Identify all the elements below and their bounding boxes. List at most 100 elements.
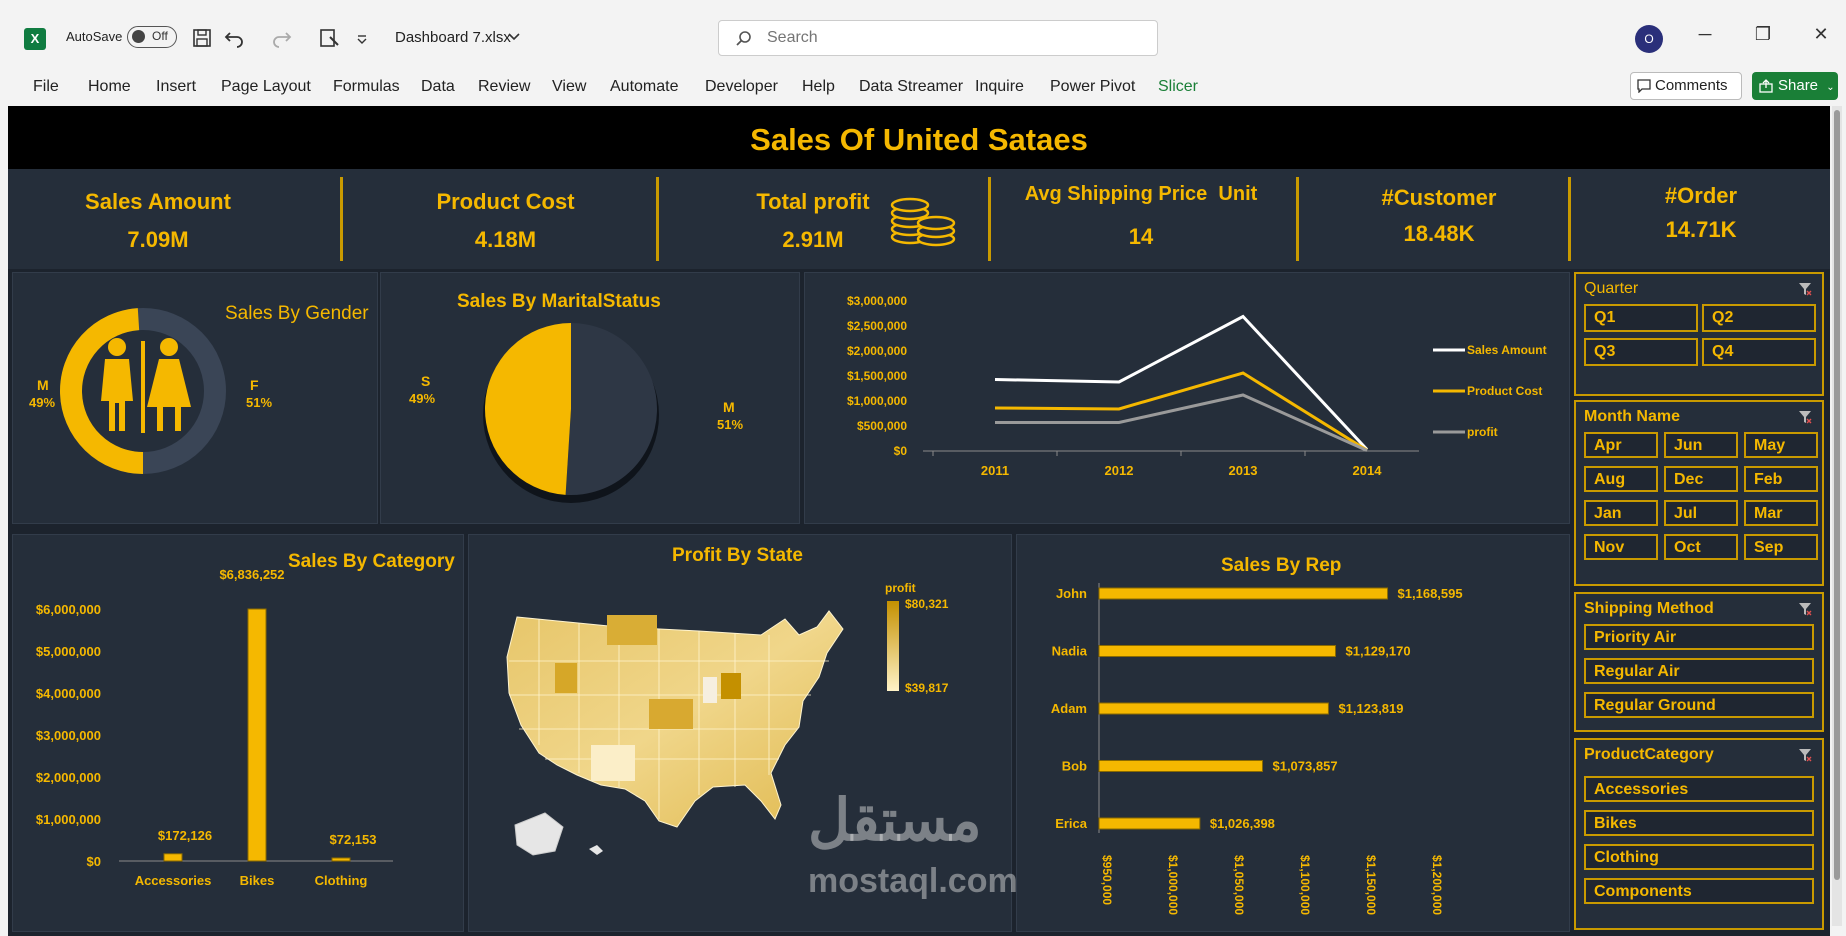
state-highlight: [607, 615, 657, 645]
slicer-item-regular-air[interactable]: Regular Air: [1584, 658, 1814, 684]
category-bar-chart: $6,000,000 $5,000,000 $4,000,000 $3,000,000…: [36, 567, 393, 888]
ribbon-tabs: File Home Insert Page Layout Formulas Data Rev…: [0, 70, 1846, 106]
clear-filter-icon[interactable]: [1798, 410, 1812, 424]
save-icon[interactable]: [192, 28, 212, 48]
clear-filter-icon[interactable]: [1798, 748, 1812, 762]
search-box[interactable]: [718, 20, 1158, 56]
ribbon-tab-developer[interactable]: Developer: [705, 78, 778, 95]
slicer-item-jun[interactable]: Jun: [1664, 432, 1738, 458]
clear-filter-icon[interactable]: [1798, 602, 1812, 616]
kpi-label: #Customer: [1381, 185, 1497, 210]
restore-button[interactable]: ❐: [1754, 24, 1772, 44]
data-label: $72,153: [330, 832, 377, 847]
clear-filter-icon[interactable]: [1798, 282, 1812, 296]
format-painter-icon[interactable]: [318, 27, 340, 49]
ribbon-tab-data-streamer[interactable]: Data Streamer: [859, 78, 964, 95]
slicer-item-apr[interactable]: Apr: [1584, 432, 1658, 458]
shipping-slicer[interactable]: Shipping Method Priority Air Regular Air R…: [1574, 592, 1824, 732]
ribbon-tab-insert[interactable]: Insert: [156, 78, 197, 95]
quarter-slicer[interactable]: Quarter Q1 Q2 Q3 Q4: [1574, 272, 1824, 396]
file-name[interactable]: Dashboard 7.xlsx: [395, 29, 511, 46]
state-grid-lines: [509, 619, 829, 819]
y-tick-label: $3,000,000: [36, 728, 101, 743]
category-slicer[interactable]: ProductCategory Accessories Bikes Clothing…: [1574, 738, 1824, 930]
ribbon-tab-review[interactable]: Review: [478, 78, 531, 95]
scrollbar-thumb[interactable]: [1834, 110, 1840, 880]
slicer-item-bikes[interactable]: Bikes: [1584, 810, 1814, 836]
y-tick-label: $2,000,000: [847, 344, 907, 358]
kpi-value: 2.91M: [782, 227, 844, 252]
slicer-item-priority-air[interactable]: Priority Air: [1584, 624, 1814, 650]
kpi-value: 7.09M: [127, 227, 189, 252]
kpi-divider: [1296, 177, 1299, 261]
ribbon-tab-file[interactable]: File: [33, 78, 59, 95]
ribbon-tab-page-layout[interactable]: Page Layout: [221, 78, 311, 95]
slicer-item-jan[interactable]: Jan: [1584, 500, 1658, 526]
ribbon-tab-slicer[interactable]: Slicer: [1158, 78, 1199, 95]
slicer-item-components[interactable]: Components: [1584, 878, 1814, 904]
slicer-item-oct[interactable]: Oct: [1664, 534, 1738, 560]
ribbon-tab-home[interactable]: Home: [88, 78, 131, 95]
bar-erica: [1098, 817, 1201, 830]
ribbon-tab-help[interactable]: Help: [802, 78, 835, 95]
map-title: Profit By State: [672, 545, 803, 566]
alaska-shape: [514, 812, 564, 856]
kpi-avg-shipping: Avg Shipping Price Unit 14: [996, 169, 1286, 269]
x-tick-label: 2011: [981, 463, 1009, 478]
slicer-item-q2[interactable]: Q2: [1702, 304, 1816, 332]
legend-label: Product Cost: [1467, 384, 1542, 398]
chevron-down-icon[interactable]: [508, 32, 520, 42]
slicer-item-feb[interactable]: Feb: [1744, 466, 1818, 492]
redo-icon[interactable]: [270, 28, 292, 48]
series-line-profit: [995, 393, 1368, 452]
slicer-item-jul[interactable]: Jul: [1664, 500, 1738, 526]
kpi-product-cost: Product Cost 4.18M: [348, 169, 663, 269]
slicer-item-q3[interactable]: Q3: [1584, 338, 1698, 366]
share-label: Share: [1778, 77, 1819, 94]
state-highlight: [591, 745, 635, 781]
y-tick-label: $0: [87, 854, 101, 869]
slicer-item-sep[interactable]: Sep: [1744, 534, 1818, 560]
data-label: $1,123,819: [1338, 701, 1403, 716]
slicer-item-mar[interactable]: Mar: [1744, 500, 1818, 526]
slicer-item-aug[interactable]: Aug: [1584, 466, 1658, 492]
category-label: Bob: [1062, 759, 1087, 774]
line-chart-panel: $3,000,000 $2,500,000 $2,000,000 $1,500,000…: [804, 272, 1570, 524]
marital-pie-chart: [483, 323, 659, 503]
ribbon-tab-data[interactable]: Data: [421, 78, 455, 95]
bar-john: [1098, 587, 1389, 600]
ribbon-tab-formulas[interactable]: Formulas: [333, 78, 400, 95]
slicer-title: Quarter: [1584, 280, 1639, 297]
marital-title: Sales By MaritalStatus: [457, 291, 661, 312]
ribbon-tab-power-pivot[interactable]: Power Pivot: [1050, 78, 1136, 95]
slicer-item-q4[interactable]: Q4: [1702, 338, 1816, 366]
avatar[interactable]: O: [1635, 25, 1663, 53]
month-slicer[interactable]: Month Name Apr Jun May Aug Dec Feb Jan Jul Mar No…: [1574, 400, 1824, 586]
slicer-item-nov[interactable]: Nov: [1584, 534, 1658, 560]
vertical-scrollbar[interactable]: [1832, 106, 1842, 926]
slicer-item-may[interactable]: May: [1744, 432, 1818, 458]
ribbon-tab-automate[interactable]: Automate: [610, 78, 679, 95]
autosave-toggle[interactable]: Off: [127, 26, 177, 48]
close-button[interactable]: ✕: [1813, 24, 1829, 44]
slicer-item-regular-ground[interactable]: Regular Ground: [1584, 692, 1814, 718]
minimize-button[interactable]: ─: [1698, 24, 1712, 44]
series-line-product-cost: [994, 371, 1368, 452]
customize-toolbar-icon[interactable]: [356, 33, 368, 45]
ribbon-tab-view[interactable]: View: [552, 78, 587, 95]
kpi-customer: #Customer 18.48K: [1304, 169, 1574, 269]
ribbon-tab-inquire[interactable]: Inquire: [975, 78, 1024, 95]
hawaii-shape: [589, 845, 603, 855]
marital-m-label: M: [723, 399, 735, 415]
series-line-sales-amount: [994, 314, 1369, 451]
slicer-item-accessories[interactable]: Accessories: [1584, 776, 1814, 802]
slicer-item-dec[interactable]: Dec: [1664, 466, 1738, 492]
title-bar: X AutoSave Off Dashboard 7.xlsx O ─ ❐ ✕: [0, 10, 1846, 70]
share-button[interactable]: Share ⌄: [1752, 72, 1838, 100]
undo-icon[interactable]: [224, 28, 246, 48]
search-input[interactable]: [765, 28, 1139, 48]
slicer-item-q1[interactable]: Q1: [1584, 304, 1698, 332]
comments-button[interactable]: Comments: [1630, 72, 1742, 100]
kpi-label: Avg Shipping Price Unit: [1024, 183, 1258, 205]
slicer-item-clothing[interactable]: Clothing: [1584, 844, 1814, 870]
